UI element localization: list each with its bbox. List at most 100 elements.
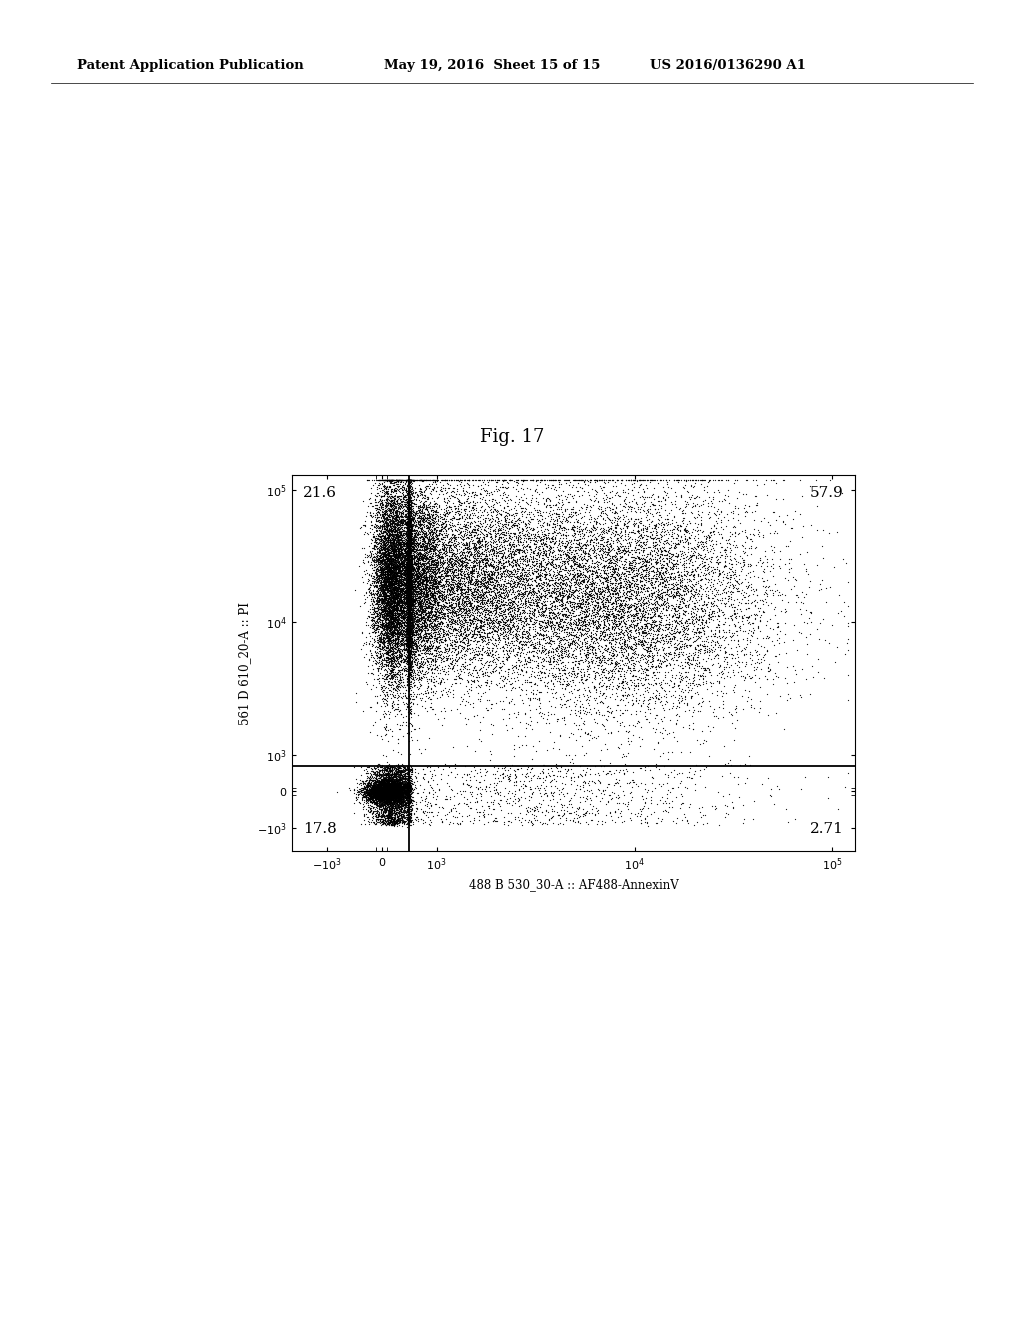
Point [451,558,467,579]
Point [649,619,666,640]
Point [365,781,381,803]
Point [450,578,466,599]
Point [402,545,419,566]
Point [416,554,432,576]
Point [399,560,416,581]
Point [562,700,579,721]
Point [402,597,419,618]
Point [425,581,441,602]
Point [511,568,527,589]
Point [408,624,424,645]
Point [527,657,544,678]
Point [392,763,409,784]
Point [415,603,431,624]
Point [401,561,418,582]
Point [638,520,654,541]
Point [637,603,653,624]
Point [397,566,414,587]
Point [401,594,418,615]
Point [365,525,381,546]
Point [435,474,452,495]
Point [648,620,665,642]
Point [680,549,696,570]
Point [388,475,404,496]
Point [359,781,376,803]
Point [419,475,435,496]
Point [500,665,516,686]
Point [483,498,500,519]
Point [382,602,398,623]
Point [645,560,662,581]
Point [667,569,683,590]
Point [459,659,475,680]
Point [392,523,409,544]
Point [373,807,389,828]
Point [447,610,464,631]
Point [386,597,402,618]
Point [412,545,428,566]
Point [633,624,649,645]
Point [511,789,527,810]
Point [424,630,440,651]
Point [381,792,397,813]
Point [387,500,403,521]
Point [376,631,392,652]
Point [389,760,406,781]
Point [377,783,393,804]
Point [412,638,428,659]
Point [386,540,402,561]
Point [650,544,667,565]
Point [378,780,394,801]
Point [399,562,416,583]
Point [375,556,391,577]
Point [404,593,421,614]
Point [378,503,394,524]
Point [375,469,391,490]
Point [756,474,772,495]
Point [397,597,414,618]
Point [417,576,433,597]
Point [396,800,413,821]
Point [706,503,722,524]
Point [417,561,433,582]
Point [651,573,668,594]
Point [495,487,511,508]
Point [412,521,428,543]
Point [387,793,403,814]
Point [507,495,523,516]
Point [426,628,442,649]
Point [521,777,538,799]
Point [583,528,599,549]
Point [595,599,611,620]
Point [392,779,409,800]
Point [401,516,418,537]
Point [581,771,597,792]
Point [420,619,436,640]
Point [712,672,728,693]
Point [563,477,580,498]
Point [566,597,583,618]
Point [400,524,417,545]
Point [401,605,418,626]
Point [401,582,418,603]
Point [514,498,530,519]
Point [400,624,417,645]
Point [383,785,399,807]
Point [623,730,639,751]
Point [647,673,664,694]
Point [482,741,499,762]
Point [526,804,543,825]
Point [458,507,474,528]
Point [430,594,446,615]
Point [578,576,594,597]
Point [371,536,387,557]
Point [430,595,446,616]
Point [398,552,415,573]
Point [435,582,452,603]
Point [429,624,445,645]
Point [672,595,688,616]
Point [463,775,479,796]
Point [724,581,740,602]
Point [400,554,417,576]
Point [404,626,421,647]
